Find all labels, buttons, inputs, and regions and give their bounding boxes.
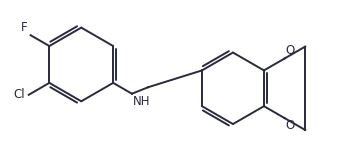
Text: NH: NH bbox=[133, 95, 151, 108]
Text: F: F bbox=[21, 21, 27, 34]
Text: Cl: Cl bbox=[14, 88, 25, 101]
Text: O: O bbox=[286, 119, 295, 132]
Text: O: O bbox=[286, 44, 295, 57]
